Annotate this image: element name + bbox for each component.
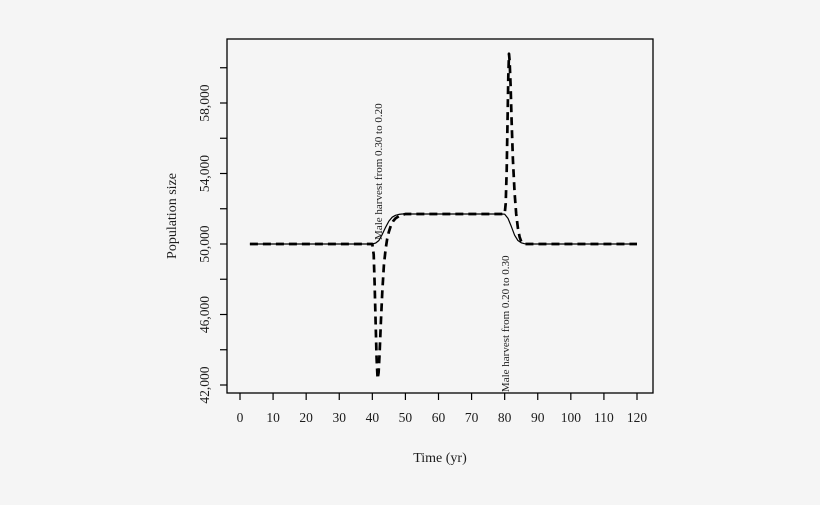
y-tick-label: 42,000: [197, 366, 212, 403]
x-tick-label: 10: [266, 410, 280, 425]
y-tick-label: 58,000: [197, 84, 212, 121]
x-tick-label: 100: [561, 410, 582, 425]
x-tick-label: 20: [299, 410, 313, 425]
x-axis: 0 10 20 30 40 50 60 70 80 90 100 110 120: [237, 393, 648, 425]
y-tick-label: 54,000: [197, 155, 212, 192]
plot-frame: [226, 38, 654, 394]
x-tick-label: 50: [399, 410, 413, 425]
x-tick-label: 90: [531, 410, 545, 425]
y-axis: 42,000 46,000 50,000 54,000 58,000: [197, 67, 227, 404]
x-tick-label: 110: [594, 410, 614, 425]
x-axis-title: Time (yr): [413, 451, 467, 466]
annotation-second-harvest-change: Male harvest from 0.20 to 0.30: [500, 255, 512, 392]
x-tick-label: 60: [432, 410, 446, 425]
series-dashed-line: [249, 52, 637, 381]
y-tick-label: 46,000: [197, 296, 212, 333]
x-tick-label: 80: [498, 410, 512, 425]
x-tick-label: 40: [366, 410, 380, 425]
y-tick-label: 50,000: [197, 225, 212, 262]
series-solid-line: [249, 213, 637, 245]
x-tick-label: 120: [627, 410, 648, 425]
y-axis-title: Population size: [165, 173, 180, 259]
x-tick-label: 0: [237, 410, 244, 425]
data-series: [249, 52, 637, 381]
x-tick-label: 30: [333, 410, 347, 425]
x-tick-label: 70: [465, 410, 479, 425]
annotation-first-harvest-change: Male harvest from 0.30 to 0.20: [373, 103, 385, 240]
plot-box: [226, 38, 654, 394]
